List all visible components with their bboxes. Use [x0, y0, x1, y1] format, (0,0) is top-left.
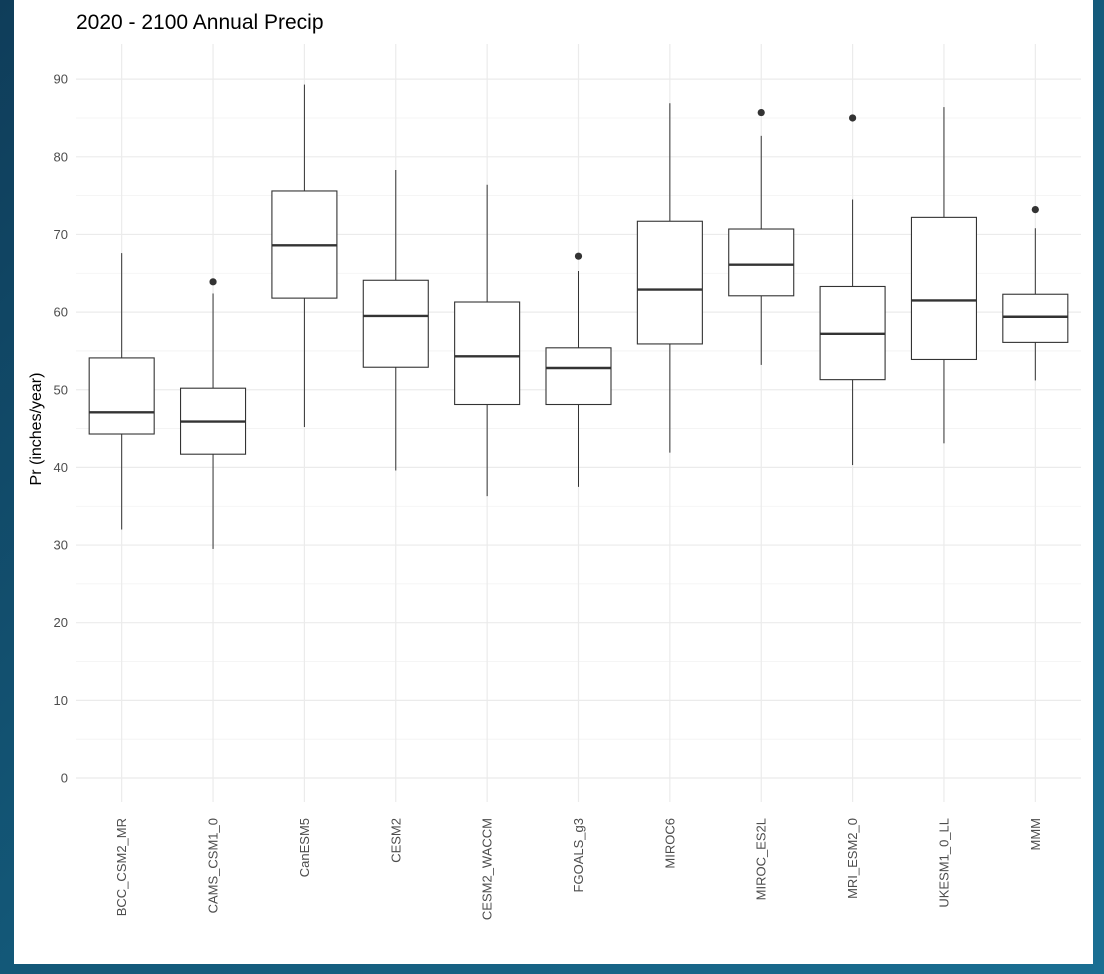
x-tick-label: CanESM5 — [297, 818, 312, 877]
y-tick-label: 90 — [54, 72, 68, 87]
x-tick-label: FGOALS_g3 — [571, 818, 586, 892]
box-UKESM1_0_LL — [910, 107, 978, 444]
box-MIROC_ES2L — [728, 108, 795, 365]
x-tick-label: MMM — [1028, 818, 1043, 851]
x-tick-label: UKESM1_0_LL — [936, 818, 951, 908]
box-iqr — [728, 228, 795, 297]
x-tick-label: MIROC_ES2L — [754, 818, 769, 900]
box-CESM2 — [362, 170, 429, 471]
box-CAMS_CSM1_0 — [179, 278, 247, 549]
outlier-point — [1031, 206, 1039, 214]
y-axis-label: Pr (inches/year) — [28, 373, 45, 486]
outlier-point — [574, 252, 583, 260]
outlier-point — [209, 278, 217, 286]
x-tick-label: CESM2 — [388, 818, 403, 863]
box-iqr — [88, 357, 155, 435]
x-tick-label: CESM2_WACCM — [480, 818, 495, 920]
box-CanESM5 — [271, 84, 338, 428]
chart-panel: 0 10 20 30 40 50 60 70 80 90 BCC_CSM2_MR CAMS_CSM1… — [14, 0, 1093, 964]
y-tick-label: 40 — [54, 460, 68, 475]
box-MMM — [1002, 206, 1069, 381]
y-tick-label: 80 — [54, 149, 68, 164]
y-tick-label: 30 — [54, 538, 68, 553]
box-FGOALS_g3 — [545, 252, 612, 487]
box-CESM2_WACCM — [454, 184, 521, 497]
boxes — [88, 84, 1069, 549]
box-iqr — [545, 347, 612, 406]
y-tick-label: 60 — [54, 305, 68, 320]
outlier-point — [848, 114, 857, 122]
chart-title: 2020 - 2100 Annual Precip — [76, 11, 324, 34]
x-tick-label: CAMS_CSM1_0 — [206, 818, 221, 913]
x-tick-label: MIROC6 — [662, 818, 677, 869]
x-tick-label: BCC_CSM2_MR — [114, 818, 129, 916]
y-tick-label: 10 — [54, 693, 68, 708]
outlier-point — [757, 108, 765, 117]
box-iqr — [910, 216, 978, 361]
boxplot-chart: 0 10 20 30 40 50 60 70 80 90 BCC_CSM2_MR CAMS_CSM1… — [28, 11, 1081, 920]
y-tick-label: 70 — [54, 227, 68, 242]
box-iqr — [636, 220, 703, 345]
x-tick-label: MRI_ESM2_0 — [845, 818, 860, 899]
y-tick-label: 50 — [54, 382, 68, 397]
box-iqr — [1002, 293, 1069, 343]
box-iqr — [454, 301, 521, 406]
box-MRI_ESM2_0 — [819, 114, 886, 466]
box-BCC_CSM2_MR — [88, 253, 155, 530]
x-tick-labels: BCC_CSM2_MR CAMS_CSM1_0 CanESM5 CESM2 CESM2_… — [114, 818, 1043, 920]
y-tick-labels: 0 10 20 30 40 50 60 70 80 90 — [54, 72, 68, 786]
box-MIROC6 — [636, 103, 703, 453]
box-iqr — [362, 279, 429, 368]
y-tick-label: 20 — [54, 615, 68, 630]
y-tick-label: 0 — [61, 771, 68, 786]
